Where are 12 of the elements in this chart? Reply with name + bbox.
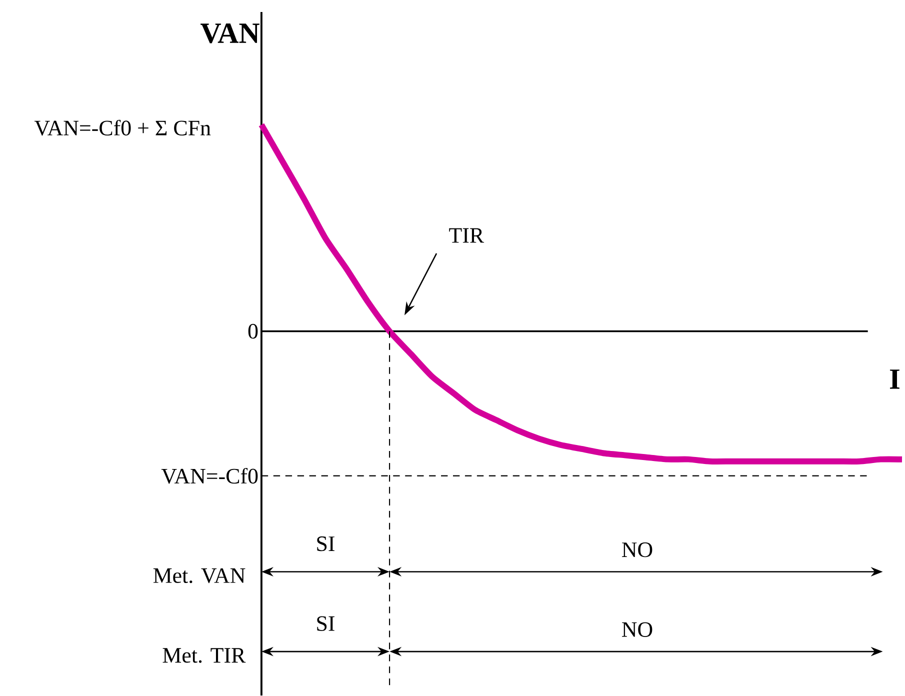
ref-line-label: 0 <box>248 324 258 338</box>
ref-line-label: VAN=-Cf0 <box>161 468 258 484</box>
x-axis-title: I <box>890 369 900 389</box>
text: VAN=-Cf0 + Σ CFn <box>34 120 211 136</box>
y-axis-title: VAN <box>200 23 260 44</box>
annotation: TIR <box>449 228 484 242</box>
text: NO <box>622 622 652 637</box>
text: NO <box>622 542 652 557</box>
text: SI <box>317 536 334 551</box>
text: SI <box>317 616 334 631</box>
text: Met. VAN <box>153 568 246 583</box>
text: Met. TIR <box>162 648 246 663</box>
